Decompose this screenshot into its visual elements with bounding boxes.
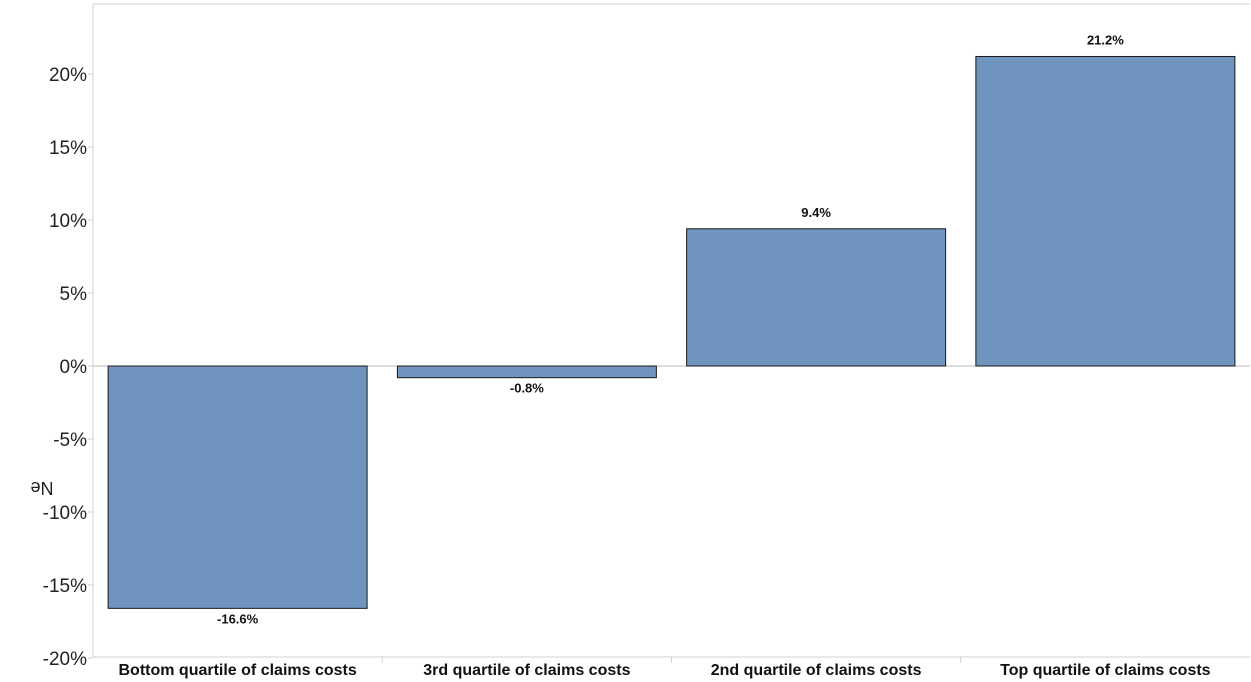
- y-tick-label: -10%: [43, 503, 87, 524]
- y-tick-label: 0%: [60, 357, 88, 378]
- y-tick-label: 10%: [49, 211, 87, 232]
- y-tick-label: 5%: [60, 284, 88, 305]
- y-tick-label: 20%: [49, 65, 87, 86]
- x-axis-categories: Bottom quartile of claims costs 3rd quart…: [118, 662, 1210, 679]
- y-tick-label: -15%: [43, 576, 87, 597]
- bar: [396, 365, 657, 379]
- bar: [107, 365, 368, 609]
- y-tick-label: -20%: [43, 649, 87, 670]
- data-label: 21.2%: [1087, 32, 1124, 47]
- y-axis-label: Ne: [30, 478, 53, 498]
- data-label: 9.4%: [801, 205, 831, 220]
- bar: [686, 228, 947, 367]
- y-tick-label: 15%: [49, 138, 87, 159]
- x-category-label: 3rd quartile of claims costs: [423, 662, 630, 679]
- y-tick-label: -5%: [53, 430, 87, 451]
- x-category-label: 2nd quartile of claims costs: [711, 662, 922, 679]
- data-label: -0.8%: [510, 381, 544, 396]
- bars: [107, 55, 1236, 609]
- y-axis-ticks: -20% -15% -10% -5% 0% 5% 10% 15% 20%: [43, 65, 93, 670]
- x-category-label: Top quartile of claims costs: [1000, 662, 1211, 679]
- data-label: -16.6%: [217, 611, 259, 626]
- data-labels: -16.6% -0.8% 9.4% 21.2%: [217, 32, 1124, 626]
- bar: [975, 55, 1236, 367]
- x-category-label: Bottom quartile of claims costs: [118, 662, 356, 679]
